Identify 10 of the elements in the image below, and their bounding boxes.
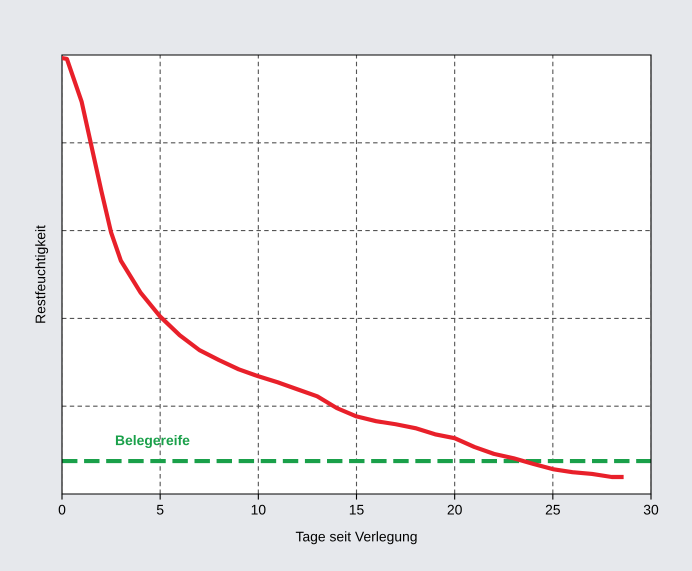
- x-tick-label: 25: [546, 504, 560, 515]
- x-tick-label: 20: [448, 504, 462, 515]
- x-tick-label: 30: [644, 504, 658, 515]
- x-axis-title: Tage seit Verlegung: [296, 531, 417, 544]
- x-tick-label: 10: [252, 504, 266, 515]
- ref-line-label: Belegereife: [116, 435, 190, 448]
- x-tick-label: 0: [58, 504, 66, 515]
- x-tick-label: 15: [350, 504, 364, 515]
- x-tick-label: 5: [156, 504, 164, 515]
- y-axis-title: Restfeuchtigkeit: [35, 225, 48, 323]
